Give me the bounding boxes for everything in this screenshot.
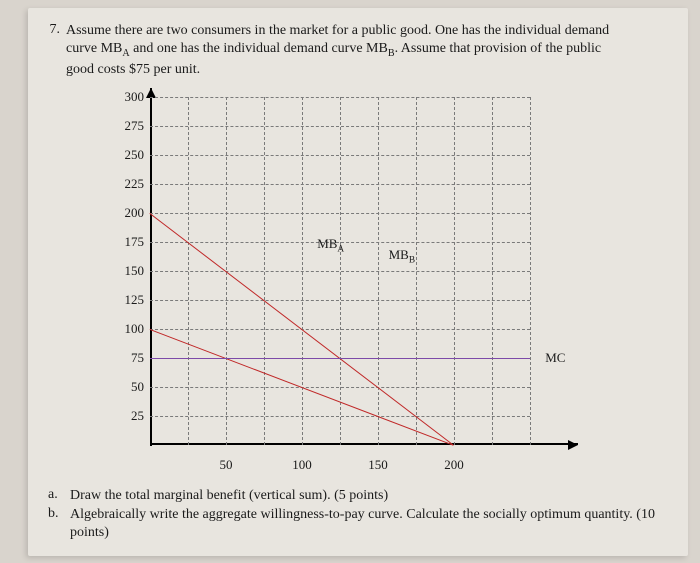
y-tick: 100: [110, 321, 144, 337]
chart: 25 50 75 100 125 150 175 200 225 250 275 300 MBA MBB…: [96, 85, 616, 481]
x-tick: 200: [444, 457, 464, 473]
q-line2-post: . Assume that provision of the public: [395, 41, 601, 56]
x-tick: 50: [220, 457, 233, 473]
grid-horizontal: [150, 184, 530, 185]
q-subA: A: [122, 48, 129, 59]
grid-horizontal: [150, 329, 530, 330]
x-tick: 150: [368, 457, 388, 473]
q-line2-mid: and one has the individual demand curve …: [130, 41, 388, 56]
y-axis: [150, 88, 152, 446]
y-tick: 75: [110, 350, 144, 366]
y-tick: 225: [110, 176, 144, 192]
grid-horizontal: [150, 300, 530, 301]
label-MBA: MBA: [317, 236, 344, 255]
y-tick: 150: [110, 263, 144, 279]
part-b: b. Algebraically write the aggregate wil…: [48, 506, 668, 542]
y-tick: 125: [110, 292, 144, 308]
label-MBB: MBB: [389, 247, 415, 266]
q-line1: Assume there are two consumers in the ma…: [66, 23, 609, 38]
x-axis-arrow: [568, 440, 578, 450]
part-a: a. Draw the total marginal benefit (vert…: [48, 487, 668, 505]
grid-horizontal: [150, 126, 530, 127]
y-tick: 200: [110, 205, 144, 221]
y-tick: 175: [110, 234, 144, 250]
q-subB: B: [388, 48, 395, 59]
line-MC: [150, 358, 530, 359]
grid-horizontal: [150, 387, 530, 388]
grid-vertical: [530, 97, 531, 445]
q-line2-pre: curve MB: [66, 41, 122, 56]
sub-parts: a. Draw the total marginal benefit (vert…: [48, 487, 668, 543]
part-b-letter: b.: [48, 506, 70, 522]
part-b-text: Algebraically write the aggregate willin…: [70, 506, 668, 542]
y-tick: 25: [110, 408, 144, 424]
page: 7. Assume there are two consumers in the…: [28, 8, 688, 556]
grid-horizontal: [150, 416, 530, 417]
x-tick: 100: [292, 457, 312, 473]
q-line3: good costs $75 per unit.: [66, 62, 200, 77]
question-text: Assume there are two consumers in the ma…: [66, 22, 609, 79]
x-axis: [150, 443, 578, 445]
plot-area: MBAMBBMC: [150, 97, 530, 445]
question-number: 7.: [42, 22, 66, 38]
y-tick: 275: [110, 118, 144, 134]
grid-horizontal: [150, 155, 530, 156]
question-row: 7. Assume there are two consumers in the…: [42, 22, 668, 79]
grid-horizontal: [150, 271, 530, 272]
grid-horizontal: [150, 213, 530, 214]
y-tick: 50: [110, 379, 144, 395]
part-a-letter: a.: [48, 487, 70, 503]
part-a-text: Draw the total marginal benefit (vertica…: [70, 487, 388, 505]
grid-horizontal: [150, 97, 530, 98]
y-tick: 250: [110, 147, 144, 163]
label-MC: MC: [545, 350, 565, 366]
y-tick: 300: [110, 89, 144, 105]
